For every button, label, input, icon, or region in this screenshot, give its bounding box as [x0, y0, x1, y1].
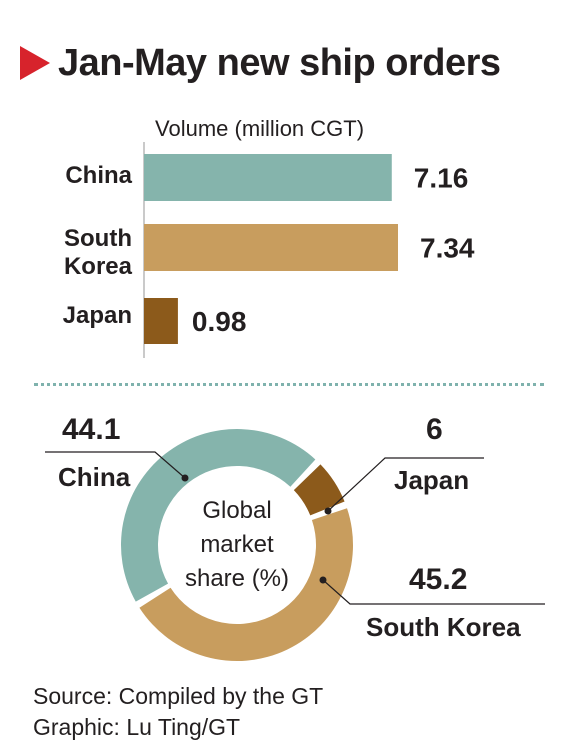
bar-label-japan: Japan [62, 302, 132, 329]
donut-slice-japan [293, 464, 345, 516]
japan-leader-line [327, 457, 484, 512]
japan-share-value: 6 [426, 413, 443, 446]
japan-leader-dot [324, 507, 332, 515]
bar-chart-axis-title: Volume (million CGT) [155, 116, 365, 141]
south-korea-leader-line [322, 579, 545, 605]
source-line: Source: Compiled by the GT [33, 683, 324, 709]
china-share-value: 44.1 [62, 413, 121, 446]
bar-south-korea-value-label: 7.34 [420, 233, 475, 264]
south-korea-share-value: 45.2 [409, 563, 468, 596]
source-credit: Source: Compiled by the GT Graphic: Lu T… [33, 681, 323, 743]
china-share-name: China [58, 462, 131, 492]
donut-center-line-2: market [200, 531, 274, 558]
china-leader-dot [181, 474, 189, 482]
title-marker-icon [20, 46, 50, 80]
south-korea-leader-dot [319, 576, 327, 584]
bar-label-south: South [64, 225, 132, 252]
section-divider [34, 383, 544, 386]
donut-slice-south-korea [139, 508, 353, 661]
bar-chart: 7.16 7.34 0.98 [143, 142, 475, 358]
bar-label-korea: Korea [63, 253, 132, 280]
bar-japan [144, 298, 178, 344]
chart-title: Jan-May new ship orders [58, 41, 501, 84]
china-leader-line [45, 451, 186, 479]
bar-china-value-label: 7.16 [414, 163, 469, 194]
donut-center-line-1: Global [202, 497, 271, 524]
bar-south-korea [144, 224, 398, 271]
graphic-credit-line: Graphic: Lu Ting/GT [33, 714, 241, 740]
bar-china [144, 154, 392, 201]
bar-label-china: China [65, 162, 132, 189]
japan-share-name: Japan [394, 465, 470, 495]
south-korea-share-name: South Korea [366, 612, 521, 642]
donut-center-line-3: share (%) [185, 565, 289, 592]
bar-japan-value-label: 0.98 [192, 306, 247, 337]
title-row: Jan-May new ship orders [20, 38, 501, 88]
donut-slice-china [121, 429, 316, 602]
